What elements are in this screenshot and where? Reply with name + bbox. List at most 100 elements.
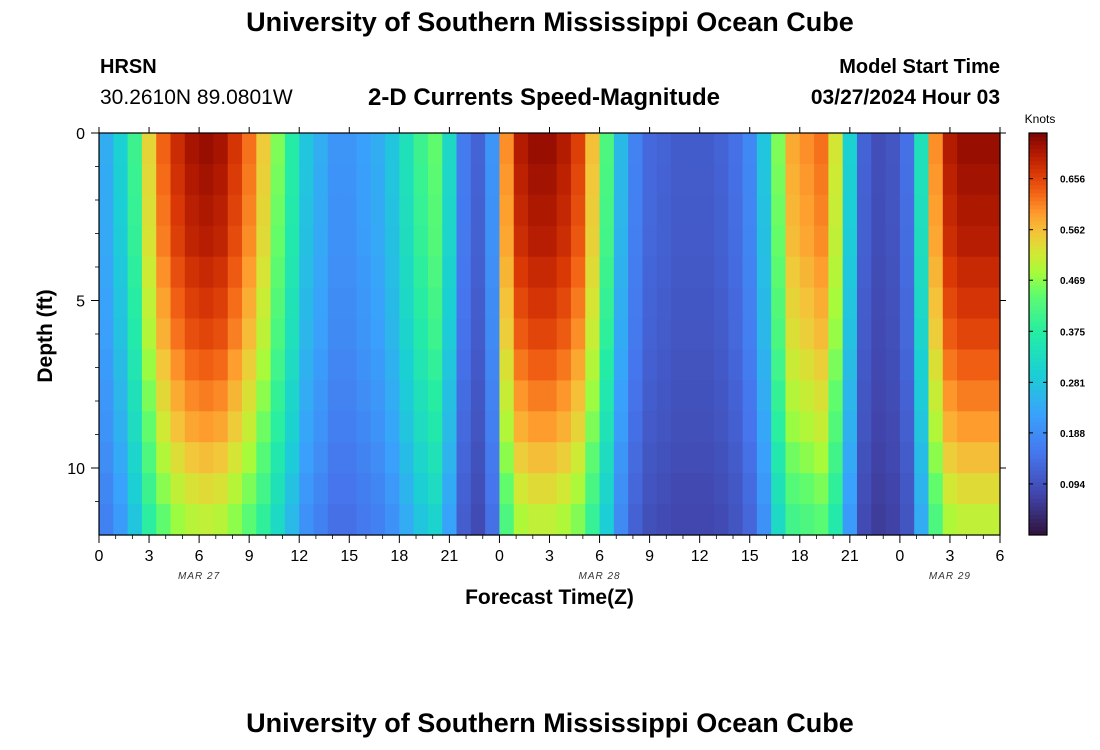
heatmap-cell — [656, 442, 672, 474]
heatmap-cell — [942, 380, 958, 412]
colorbar-segment — [1029, 205, 1047, 210]
heatmap-cell — [99, 442, 114, 474]
heatmap-cell — [585, 380, 601, 412]
heatmap-cell — [485, 349, 501, 381]
heatmap-cell — [528, 504, 543, 536]
heatmap-cell — [971, 504, 987, 536]
heatmap-cell — [485, 194, 501, 227]
x-tick-label: 9 — [245, 548, 254, 565]
heatmap-cell — [513, 473, 529, 505]
heatmap-cell — [299, 442, 315, 474]
y-tick-label: 5 — [76, 294, 85, 311]
heatmap-cell — [213, 287, 229, 320]
heatmap-cell — [871, 225, 887, 258]
heatmap-cell — [699, 318, 715, 351]
heatmap-cell — [814, 411, 829, 443]
heatmap-cell — [642, 504, 658, 536]
heatmap-cell — [742, 380, 758, 412]
heatmap-cell — [385, 504, 400, 536]
heatmap-cell — [885, 163, 901, 196]
heatmap-cell — [699, 287, 715, 320]
heatmap-cell — [199, 133, 215, 165]
heatmap-cell — [971, 256, 987, 289]
heatmap-cell — [957, 380, 972, 412]
heatmap-cell — [184, 473, 200, 505]
heatmap-cell — [642, 287, 658, 320]
heatmap-cell — [828, 473, 844, 505]
heatmap-cell — [828, 411, 844, 443]
heatmap-cell — [914, 133, 930, 165]
heatmap-cell — [713, 163, 729, 196]
heatmap-cell — [170, 133, 186, 165]
heatmap-cell — [871, 504, 887, 536]
colorbar-segment — [1029, 265, 1047, 271]
x-axis-label: Forecast Time(Z) — [465, 586, 634, 609]
colorbar-segment — [1029, 402, 1047, 407]
heatmap-cell — [113, 287, 129, 320]
colorbar-segment — [1029, 426, 1047, 431]
heatmap-cell — [327, 133, 343, 165]
heatmap-cell — [141, 411, 157, 443]
heatmap-cell — [299, 256, 315, 289]
heatmap-cell — [585, 194, 601, 227]
heatmap-cell — [814, 225, 829, 258]
heatmap-cell — [699, 504, 715, 536]
colorbar-segment — [1029, 277, 1047, 283]
x-tick-label: 6 — [595, 548, 604, 565]
heatmap-cell — [199, 256, 215, 289]
heatmap-cell — [828, 442, 844, 474]
heatmap-cell — [442, 256, 458, 289]
colorbar-segment — [1029, 462, 1047, 468]
heatmap-cell — [370, 194, 386, 227]
heatmap-cell — [127, 473, 143, 505]
heatmap-cell — [528, 133, 543, 165]
heatmap-cell — [513, 380, 529, 412]
heatmap-cell — [399, 133, 415, 165]
heatmap-cell — [284, 442, 300, 474]
heatmap-cell — [785, 318, 801, 351]
heatmap-cell — [356, 163, 372, 196]
heatmap-cell — [914, 349, 930, 381]
heatmap-cell — [942, 473, 958, 505]
heatmap-cell — [556, 287, 572, 320]
heatmap-cell — [656, 380, 672, 412]
colorbar-segment — [1029, 253, 1047, 259]
heatmap-cell — [256, 194, 272, 227]
colorbar-segment — [1029, 201, 1047, 206]
heatmap-cell — [728, 194, 744, 227]
heatmap-cell — [256, 411, 272, 443]
x-tick-label: 3 — [945, 548, 954, 565]
heatmap-cell — [957, 133, 972, 165]
heatmap-cell — [485, 504, 501, 536]
heatmap-cell — [242, 411, 257, 443]
heatmap-cell — [957, 504, 972, 536]
colorbar-segment — [1029, 217, 1047, 222]
heatmap-cell — [327, 473, 343, 505]
heatmap-cell — [771, 380, 787, 412]
colorbar-segment — [1029, 249, 1047, 255]
heatmap-cell — [671, 318, 686, 351]
heatmap-cell — [170, 442, 186, 474]
heatmap-cell — [642, 380, 658, 412]
heatmap-cell — [227, 473, 243, 505]
heatmap-cell — [141, 163, 157, 196]
heatmap-cell — [256, 380, 272, 412]
heatmap-cell — [342, 411, 358, 443]
heatmap-cell — [199, 380, 215, 412]
heatmap-cell — [713, 380, 729, 412]
colorbar-segment — [1029, 137, 1047, 142]
heatmap-cell — [213, 411, 229, 443]
heatmap-cell — [113, 163, 129, 196]
heatmap-cell — [156, 256, 172, 289]
colorbar-segment — [1029, 406, 1047, 411]
heatmap-cell — [370, 349, 386, 381]
heatmap-cell — [685, 380, 701, 412]
heatmap-cell — [542, 256, 558, 289]
colorbar-segment — [1029, 281, 1047, 287]
x-tick-label: 15 — [340, 548, 358, 565]
heatmap-cell — [628, 133, 644, 165]
heatmap-cell — [370, 163, 386, 196]
heatmap-cell — [957, 194, 972, 227]
heatmap-cell — [799, 318, 815, 351]
heatmap-cell — [528, 473, 543, 505]
